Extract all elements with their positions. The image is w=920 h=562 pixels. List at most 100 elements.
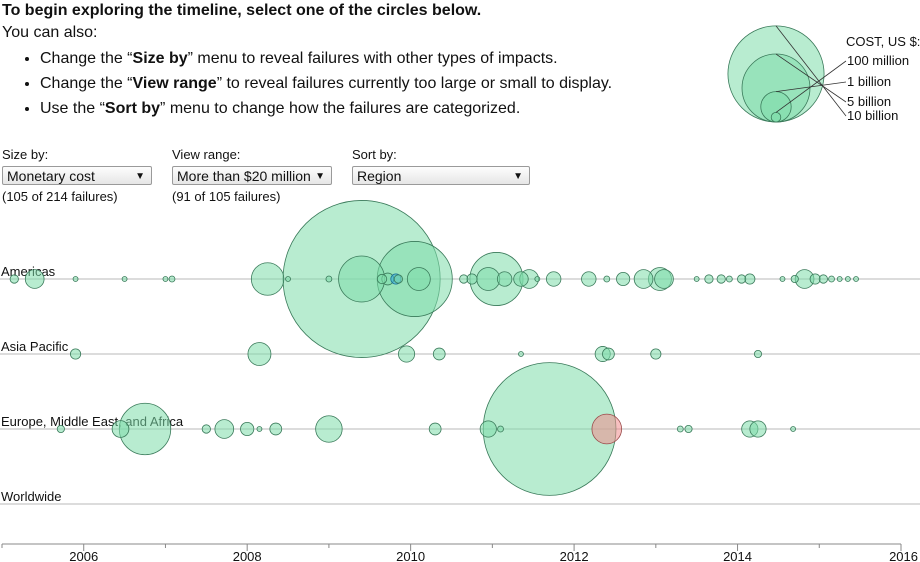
failure-bubble[interactable]	[168, 275, 176, 283]
axis-tick-label: 2008	[233, 549, 262, 562]
failure-bubble[interactable]	[496, 271, 513, 287]
bullet-text: Use the “	[40, 100, 105, 117]
failure-bubble[interactable]	[844, 276, 851, 282]
legend-label: 10 billion	[847, 108, 898, 123]
failure-bubble[interactable]	[406, 267, 431, 291]
failure-bubble[interactable]	[201, 424, 211, 434]
failure-bubble[interactable]	[432, 347, 446, 361]
failure-bubble[interactable]	[393, 274, 403, 284]
failure-bubble[interactable]	[836, 276, 843, 282]
bullet-bold: Sort by	[104, 100, 161, 117]
failure-bubble[interactable]	[24, 269, 45, 289]
failure-bubble[interactable]	[476, 267, 501, 291]
failure-bubble[interactable]	[111, 420, 130, 438]
size-by-value: Monetary cost	[7, 168, 95, 184]
failure-bubble[interactable]	[534, 276, 541, 282]
bullet-text: Change the “	[40, 75, 133, 92]
failure-bubble[interactable]	[726, 275, 733, 283]
failure-bubble[interactable]	[70, 348, 82, 360]
intro-bullet: Change the “Size by” menu to reveal fail…	[40, 46, 612, 71]
chevron-down-icon: ▼	[513, 171, 523, 182]
failure-bubble[interactable]	[247, 342, 272, 366]
failure-bubble[interactable]	[497, 425, 504, 433]
failure-bubble[interactable]	[256, 426, 263, 432]
failure-bubble[interactable]	[479, 420, 497, 438]
failure-bubble[interactable]	[121, 276, 128, 282]
failure-bubble[interactable]	[269, 422, 283, 436]
size-by-control: Size by: Monetary cost ▼ (105 of 214 fai…	[2, 147, 152, 206]
failure-bubble[interactable]	[693, 276, 700, 282]
failure-bubble[interactable]	[315, 415, 343, 443]
chevron-down-icon: ▼	[135, 171, 145, 182]
failure-bubble[interactable]	[790, 274, 799, 284]
failure-bubble[interactable]	[376, 273, 388, 285]
failure-bubble[interactable]	[704, 274, 714, 284]
axis-tick-label: 2012	[560, 549, 589, 562]
legend-label: 100 million	[847, 53, 909, 68]
sort-by-value: Region	[357, 168, 402, 184]
view-range-value: More than $20 million	[177, 168, 311, 184]
failure-bubble[interactable]	[737, 274, 747, 284]
failure-bubble[interactable]	[56, 424, 65, 434]
failure-bubble[interactable]	[428, 422, 442, 436]
failure-bubble[interactable]	[602, 347, 615, 361]
sort-by-control: Sort by: Region ▼	[352, 147, 530, 185]
failure-bubble[interactable]	[325, 275, 333, 283]
failure-bubble[interactable]	[285, 276, 291, 282]
failure-bubble[interactable]	[581, 271, 597, 287]
legend-label: 5 billion	[847, 94, 891, 109]
failure-bubble[interactable]	[459, 274, 469, 284]
size-by-select[interactable]: Monetary cost ▼	[2, 166, 152, 185]
legend-leader-line	[775, 25, 847, 117]
intro-subtitle: You can also:	[2, 24, 98, 41]
failure-bubble[interactable]	[72, 276, 79, 282]
chevron-down-icon: ▼	[315, 171, 325, 182]
view-range-select[interactable]: More than $20 million ▼	[172, 166, 332, 185]
legend-leader-line	[775, 53, 847, 103]
intro: To begin exploring the timeline, select …	[2, 0, 612, 121]
axis-tick-label: 2010	[396, 549, 425, 562]
failure-bubble[interactable]	[716, 274, 726, 284]
failure-bubble[interactable]	[654, 269, 674, 289]
failure-bubble[interactable]	[603, 275, 611, 283]
failure-bubble[interactable]	[250, 262, 285, 296]
failure-bubble[interactable]	[684, 424, 693, 434]
bullet-text: ” to reveal failures currently too large…	[216, 75, 613, 92]
sort-by-select[interactable]: Region ▼	[352, 166, 530, 185]
failure-bubble[interactable]	[214, 419, 235, 439]
failure-bubble[interactable]	[650, 348, 662, 360]
legend-label: 1 billion	[847, 74, 891, 89]
time-axis: 2006 2008 2010 2012 2014 2016	[1, 543, 918, 562]
failure-bubble[interactable]	[240, 421, 255, 437]
legend-title: COST, US $:	[846, 34, 920, 49]
failure-bubble[interactable]	[749, 420, 767, 438]
failure-bubble[interactable]	[518, 351, 524, 357]
axis-tick-label: 2016	[889, 549, 918, 562]
failure-bubble[interactable]	[9, 274, 19, 284]
failure-bubble[interactable]	[633, 269, 654, 289]
failure-bubble[interactable]	[676, 425, 684, 433]
bullet-bold: View range	[132, 75, 217, 92]
failure-bubble[interactable]	[513, 271, 529, 287]
failure-bubble[interactable]	[818, 274, 828, 284]
highlighted-failure-bubble[interactable]	[591, 413, 623, 445]
failure-bubble[interactable]	[616, 271, 631, 287]
failure-bubble[interactable]	[753, 349, 763, 359]
failure-bubble[interactable]	[828, 275, 835, 283]
failure-bubble[interactable]	[162, 276, 169, 282]
row-label: Worldwide	[1, 489, 61, 504]
failure-bubble[interactable]	[853, 276, 859, 282]
view-range-control: View range: More than $20 million ▼ (91 …	[172, 147, 332, 206]
failure-bubble[interactable]	[545, 271, 562, 287]
failure-bubble[interactable]	[790, 426, 797, 432]
failure-bubble[interactable]	[398, 345, 416, 363]
legend-circle	[770, 111, 782, 123]
bullet-text: ” menu to reveal failures with other typ…	[187, 50, 558, 67]
view-range-count: (91 of 105 failures)	[172, 189, 281, 204]
size-by-count: (105 of 214 failures)	[2, 189, 118, 204]
failure-bubble[interactable]	[779, 276, 786, 282]
failure-bubbles	[9, 200, 859, 496]
intro-title: To begin exploring the timeline, select …	[2, 2, 482, 19]
axis-tick-label: 2014	[723, 549, 752, 562]
